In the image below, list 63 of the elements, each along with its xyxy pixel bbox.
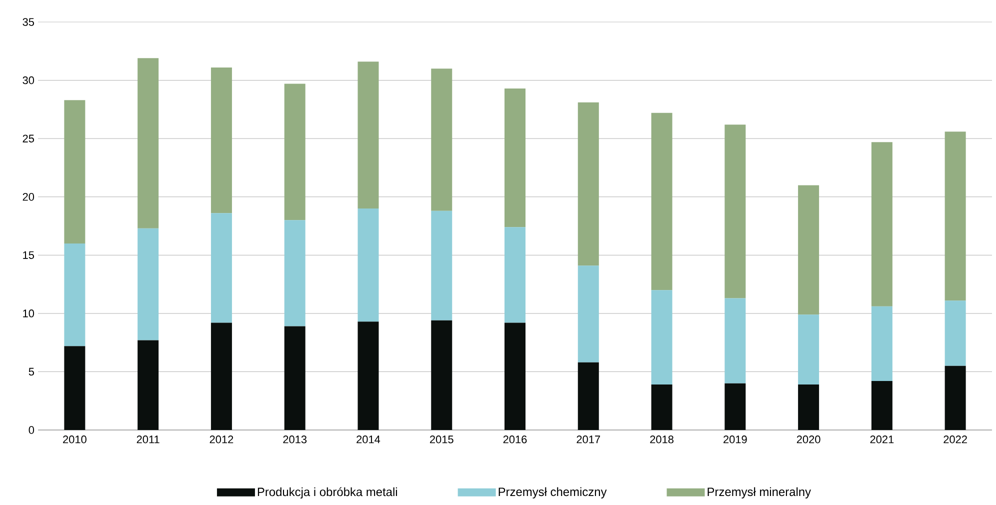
bar — [284, 326, 306, 430]
bar — [651, 290, 672, 385]
x-tick-label: 2010 — [63, 436, 86, 444]
x-tick-label: 2020 — [796, 436, 820, 444]
legend-label: Produkcja i obróbka metali — [258, 487, 397, 499]
x-tick-label: 2022 — [944, 436, 967, 444]
x-tick-label: 2012 — [210, 436, 234, 444]
bar — [431, 320, 452, 430]
bar — [431, 68, 452, 211]
bar — [210, 213, 232, 323]
bar — [138, 340, 159, 430]
bar — [798, 314, 820, 385]
bar — [724, 383, 746, 430]
bar — [578, 362, 599, 430]
x-tick-label: 2019 — [724, 436, 747, 444]
y-tick-label: 30 — [22, 76, 34, 84]
bar — [871, 306, 892, 382]
y-tick-label: 5 — [28, 368, 34, 376]
x-tick-label: 2017 — [576, 436, 600, 444]
bar — [651, 384, 672, 430]
bar — [871, 381, 892, 430]
bar — [798, 384, 820, 430]
bar — [64, 346, 86, 430]
bar — [358, 322, 379, 430]
bar — [64, 100, 86, 244]
bar — [358, 62, 379, 209]
bar — [724, 124, 746, 298]
bar — [504, 322, 526, 430]
x-tick-label: 2013 — [283, 436, 307, 444]
legend-label: Przemysł mineralny — [708, 487, 811, 498]
x-tick-label: 2014 — [356, 436, 380, 444]
y-tick-label: 35 — [22, 18, 34, 26]
bar — [138, 58, 159, 228]
x-tick-label: 2021 — [870, 436, 894, 444]
y-tick-label: 15 — [23, 251, 34, 259]
x-tick-label: 2015 — [430, 436, 454, 444]
bar — [944, 300, 966, 366]
bar — [504, 227, 526, 323]
y-tick-label: 25 — [22, 134, 34, 142]
bar — [358, 208, 379, 322]
bar — [284, 220, 306, 326]
bar — [798, 185, 820, 315]
bar — [944, 366, 966, 430]
x-tick-label: 2011 — [136, 436, 160, 444]
bar — [578, 266, 599, 362]
y-tick-label: 0 — [28, 426, 34, 434]
bar — [210, 322, 232, 430]
x-tick-label: 2016 — [503, 436, 527, 444]
bar — [284, 84, 306, 220]
y-tick-label: 20 — [22, 192, 34, 201]
bar — [504, 88, 526, 228]
bar — [724, 298, 746, 384]
x-tick-label: 2018 — [650, 436, 674, 444]
bar — [871, 142, 892, 306]
bar — [651, 112, 672, 290]
bar — [64, 243, 86, 346]
bar — [138, 228, 159, 340]
bar — [431, 210, 452, 320]
y-tick-label: 10 — [23, 310, 34, 318]
bar — [210, 67, 232, 214]
legend-label: Przemysł chemiczny — [498, 487, 607, 498]
bar — [944, 132, 966, 301]
bar — [578, 102, 599, 266]
